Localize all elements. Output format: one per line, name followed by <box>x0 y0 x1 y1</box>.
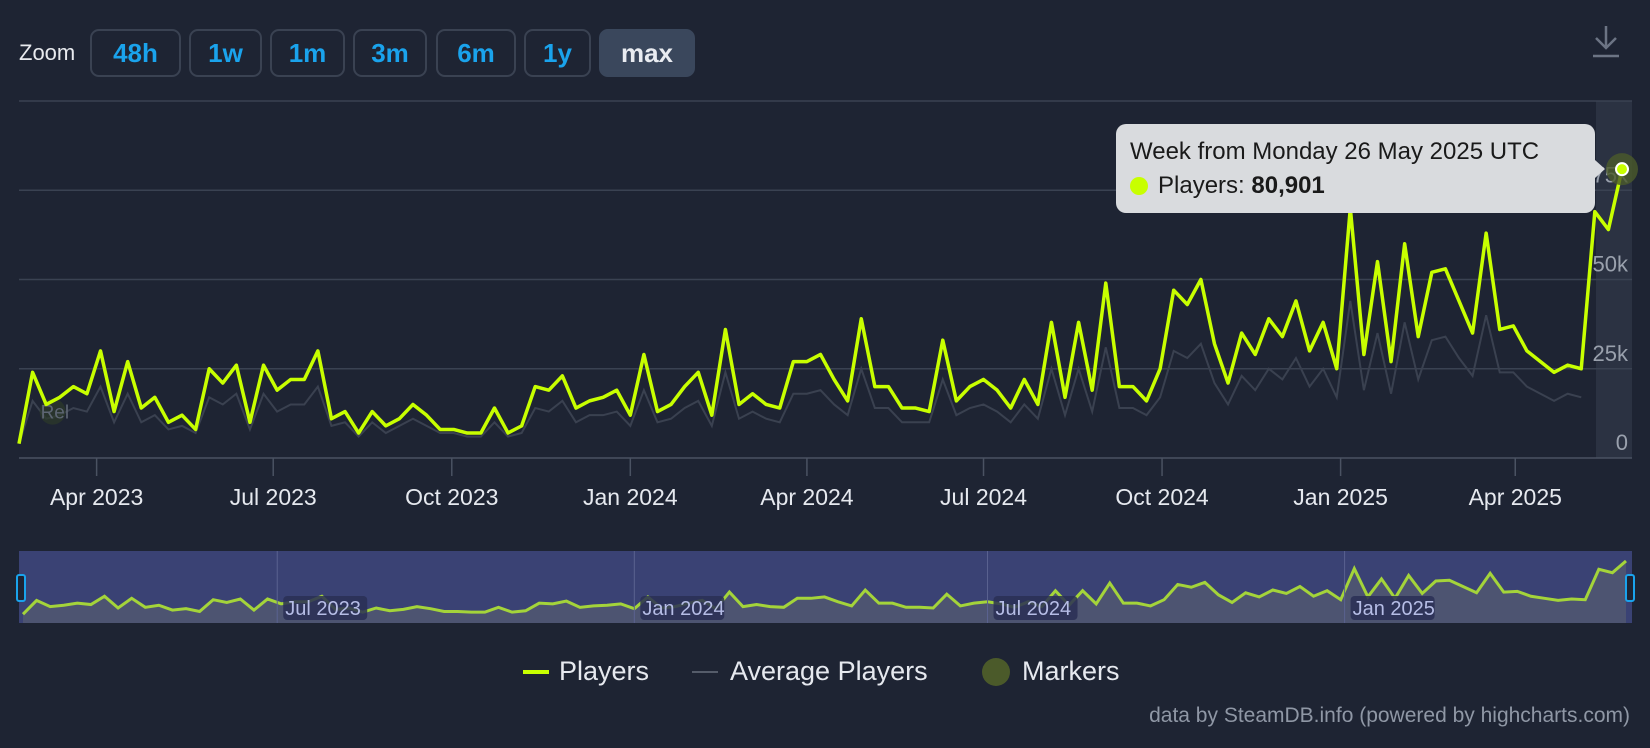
navigator-left-handle[interactable] <box>16 574 26 602</box>
tooltip-series-label: Players: <box>1158 172 1245 199</box>
tooltip-title: Week from Monday 26 May 2025 UTC <box>1130 138 1540 165</box>
navigator-label-bg <box>283 596 368 620</box>
x-tick-label: Jul 2024 <box>940 484 1027 510</box>
marker-circle-icon <box>982 657 1010 686</box>
y-tick-label: 50k <box>1593 252 1629 277</box>
download-icon[interactable] <box>1590 24 1622 60</box>
y-tick-label: 25k <box>1593 341 1629 366</box>
credits-link[interactable]: data by SteamDB.info (powered by highcha… <box>1149 704 1630 727</box>
tooltip-value: 80,901 <box>1251 172 1325 199</box>
average-players-line <box>18 300 1582 445</box>
navigator-tick-label: Jul 2023 <box>285 598 361 620</box>
x-tick-label: Jul 2023 <box>230 484 317 510</box>
navigator-label-bg <box>1350 596 1435 620</box>
navigator-area <box>23 561 1626 623</box>
navigator-tick-label: Jul 2024 <box>996 598 1072 620</box>
players-line <box>17 168 1624 445</box>
marker-label: Rel <box>41 403 70 424</box>
zoom-3m-button[interactable]: 3m <box>353 29 427 77</box>
zoom-label: Zoom <box>19 40 76 65</box>
zoom-6m-button[interactable]: 6m <box>436 29 516 77</box>
players-line-icon <box>523 669 549 674</box>
legend-players-label: Players <box>559 656 650 686</box>
navigator-right-handle[interactable] <box>1625 574 1635 602</box>
navigator-tick-label: Jan 2025 <box>1353 598 1435 620</box>
navigator-tick-label: Jan 2024 <box>642 598 724 620</box>
x-tick-label: Apr 2023 <box>50 484 143 510</box>
zoom-1w-button[interactable]: 1w <box>189 29 262 77</box>
zoom-max-button[interactable]: max <box>599 29 695 77</box>
tooltip-arrow <box>1595 160 1605 178</box>
players-dot-icon <box>1130 177 1148 195</box>
navigator-label-bg <box>993 596 1078 620</box>
x-tick-label: Apr 2025 <box>1469 484 1562 510</box>
zoom-1y-button[interactable]: 1y <box>524 29 591 77</box>
navigator-label-bg <box>640 596 725 620</box>
hover-point <box>1615 162 1629 177</box>
x-tick-label: Apr 2024 <box>760 484 854 510</box>
zoom-1m-button[interactable]: 1m <box>270 29 345 77</box>
x-tick-label: Jan 2024 <box>583 484 678 510</box>
legend-average-label: Average Players <box>730 656 928 686</box>
legend-markers[interactable]: Markers <box>982 656 1120 687</box>
legend-average-players[interactable]: Average Players <box>692 656 928 687</box>
y-tick-label: 0 <box>1616 430 1628 455</box>
legend-markers-label: Markers <box>1022 656 1120 686</box>
legend-players[interactable]: Players <box>523 656 649 687</box>
zoom-48h-button[interactable]: 48h <box>90 29 181 77</box>
average-line-icon <box>692 670 718 673</box>
x-tick-label: Jan 2025 <box>1293 484 1388 510</box>
tooltip: Week from Monday 26 May 2025 UTC Players… <box>1116 124 1595 213</box>
x-tick-label: Oct 2023 <box>405 484 498 510</box>
x-tick-label: Oct 2024 <box>1115 484 1209 510</box>
